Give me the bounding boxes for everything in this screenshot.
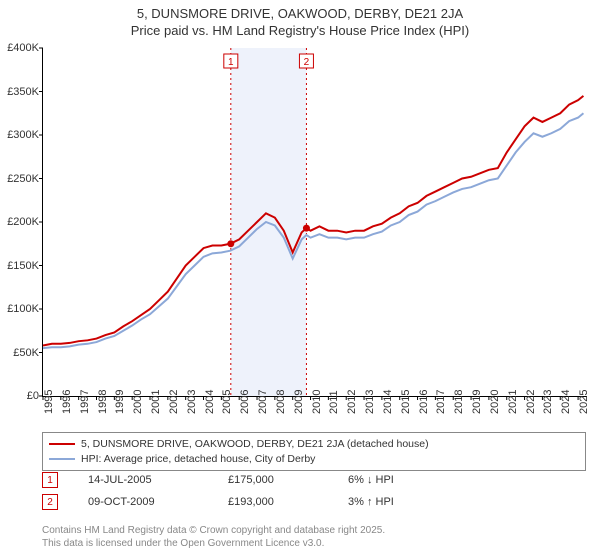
x-tick-label: 2000: [132, 390, 144, 414]
x-tick-label: 2007: [257, 390, 269, 414]
house-price-chart: 5, DUNSMORE DRIVE, OAKWOOD, DERBY, DE21 …: [0, 0, 600, 560]
legend: 5, DUNSMORE DRIVE, OAKWOOD, DERBY, DE21 …: [42, 432, 586, 471]
y-tick-label: £250K: [1, 173, 39, 185]
marker-row: 2 09-OCT-2009 £193,000 3% ↑ HPI: [42, 494, 586, 510]
x-tick-label: 2016: [418, 390, 430, 414]
y-tick-label: £150K: [1, 260, 39, 272]
footer-line2: This data is licensed under the Open Gov…: [42, 538, 324, 549]
x-tick-label: 2012: [346, 390, 358, 414]
y-tick-label: £0: [1, 390, 39, 402]
title-address: 5, DUNSMORE DRIVE, OAKWOOD, DERBY, DE21 …: [137, 6, 463, 21]
plot-area: 12 £0£50K£100K£150K£200K£250K£300K£350K£…: [42, 48, 587, 397]
x-tick-label: 2004: [204, 390, 216, 414]
x-tick-label: 2017: [435, 390, 447, 414]
x-tick-label: 2021: [507, 390, 519, 414]
x-tick-label: 2025: [578, 390, 590, 414]
legend-label: HPI: Average price, detached house, City…: [81, 452, 315, 467]
footer-attribution: Contains HM Land Registry data © Crown c…: [42, 524, 385, 550]
y-tick-label: £50K: [1, 347, 39, 359]
marker-number: 2: [42, 494, 58, 510]
footer-line1: Contains HM Land Registry data © Crown c…: [42, 525, 385, 536]
legend-swatch: [49, 458, 75, 460]
svg-text:1: 1: [228, 57, 234, 68]
legend-swatch: [49, 443, 75, 445]
title-subtitle: Price paid vs. HM Land Registry's House …: [131, 23, 469, 38]
plot-svg: 12: [43, 48, 587, 396]
y-tick-label: £100K: [1, 303, 39, 315]
x-tick-label: 2003: [186, 390, 198, 414]
y-tick-label: £200K: [1, 216, 39, 228]
y-tick-label: £300K: [1, 129, 39, 141]
legend-item: 5, DUNSMORE DRIVE, OAKWOOD, DERBY, DE21 …: [49, 437, 579, 452]
legend-label: 5, DUNSMORE DRIVE, OAKWOOD, DERBY, DE21 …: [81, 437, 429, 452]
x-tick-label: 2024: [560, 390, 572, 414]
x-tick-label: 2022: [525, 390, 537, 414]
marker-table: 1 14-JUL-2005 £175,000 6% ↓ HPI 2 09-OCT-2009…: [42, 472, 586, 516]
x-tick-label: 2008: [275, 390, 287, 414]
x-tick-label: 1998: [97, 390, 109, 414]
x-tick-label: 1997: [79, 390, 91, 414]
chart-title: 5, DUNSMORE DRIVE, OAKWOOD, DERBY, DE21 …: [0, 0, 600, 40]
marker-row: 1 14-JUL-2005 £175,000 6% ↓ HPI: [42, 472, 586, 488]
x-tick-label: 2009: [293, 390, 305, 414]
y-tick-label: £350K: [1, 86, 39, 98]
marker-price: £175,000: [228, 474, 318, 486]
x-tick-label: 2002: [168, 390, 180, 414]
x-tick-label: 2018: [453, 390, 465, 414]
marker-date: 14-JUL-2005: [88, 474, 198, 486]
marker-hpi: 3% ↑ HPI: [348, 496, 428, 508]
x-tick-label: 2023: [542, 390, 554, 414]
y-tick-label: £400K: [1, 42, 39, 54]
svg-text:2: 2: [304, 57, 310, 68]
x-tick-label: 2010: [311, 390, 323, 414]
marker-number: 1: [42, 472, 58, 488]
x-tick-label: 2001: [150, 390, 162, 414]
x-tick-label: 2014: [382, 390, 394, 414]
marker-hpi: 6% ↓ HPI: [348, 474, 428, 486]
marker-price: £193,000: [228, 496, 318, 508]
marker-date: 09-OCT-2009: [88, 496, 198, 508]
x-tick-label: 2011: [328, 390, 340, 414]
x-tick-label: 1996: [61, 390, 73, 414]
x-tick-label: 1995: [43, 390, 55, 414]
x-tick-label: 2015: [400, 390, 412, 414]
x-tick-label: 2005: [221, 390, 233, 414]
x-tick-label: 2013: [364, 390, 376, 414]
x-tick-label: 2006: [239, 390, 251, 414]
x-tick-label: 1999: [114, 390, 126, 414]
legend-item: HPI: Average price, detached house, City…: [49, 452, 579, 467]
x-tick-label: 2019: [471, 390, 483, 414]
x-tick-label: 2020: [489, 390, 501, 414]
